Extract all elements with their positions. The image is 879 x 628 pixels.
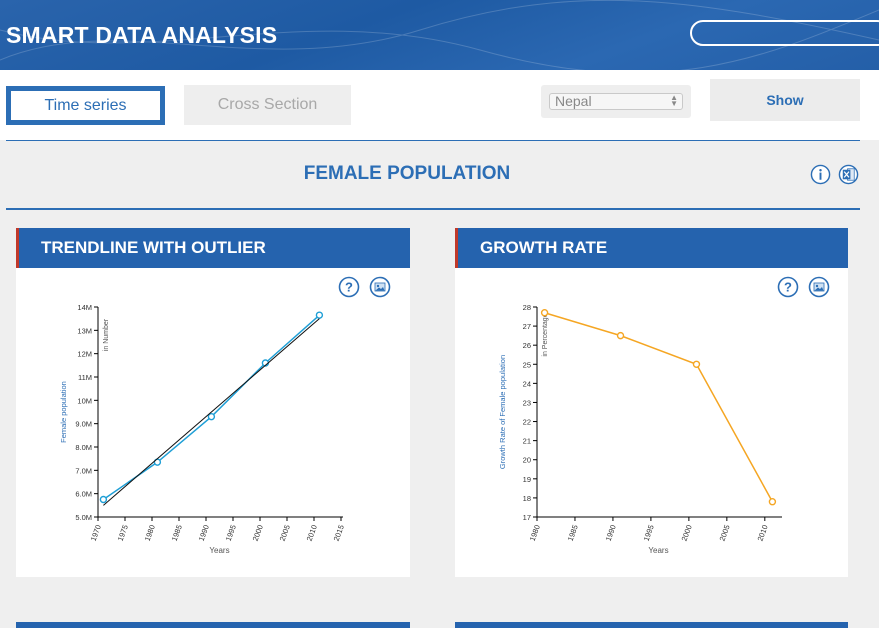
x-tick-label: 2000 [251,524,265,543]
divider [6,140,860,141]
y-tick-label: 10M [77,396,92,405]
y-tick-label: 28 [523,303,531,312]
x-tick-label: 1990 [197,524,211,543]
select-arrows-icon: ▲ ▼ [670,93,678,108]
image-download-icon[interactable] [808,276,830,298]
data-point [616,331,625,340]
help-question-icon[interactable]: ? [338,276,360,298]
data-point [768,498,777,506]
x-tick-label: 2005 [278,524,292,543]
y-axis-unit: in Percentage [542,313,549,356]
info-circle-icon[interactable] [810,164,831,185]
y-axis-title: Growth Rate of Female population [498,355,507,469]
data-point [540,309,549,317]
section-title: FEMALE POPULATION [303,163,511,184]
x-tick-label: 1995 [224,524,238,543]
show-button[interactable]: Show [710,79,860,121]
x-tick-label: 1970 [89,524,103,543]
x-tick-label: 2015 [332,524,346,543]
country-select-label: Nepal [555,93,592,109]
y-tick-label: 25 [523,360,531,369]
y-tick-label: 7.0M [75,466,92,475]
x-axis-title: Years [648,546,668,555]
data-point [207,412,216,421]
x-tick-label: 1995 [642,524,656,543]
x-tick-label: 1975 [116,524,130,543]
y-tick-label: 23 [523,398,531,407]
data-point [692,360,701,368]
panel-title: GROWTH RATE [455,228,848,268]
panel-header-partial [16,622,410,628]
y-tick-label: 20 [523,456,531,465]
series-line [544,312,774,503]
tab-cross-section[interactable]: Cross Section [184,85,351,125]
y-tick-label: 8.0M [75,443,92,452]
x-tick-label: 2010 [756,524,770,543]
search-input[interactable] [690,20,879,46]
y-axis-title: Female population [59,381,68,443]
x-tick-label: 2005 [718,524,732,543]
y-tick-label: 18 [523,494,531,503]
svg-text:?: ? [345,280,353,295]
y-tick-label: 13M [77,326,92,335]
country-select[interactable]: Nepal ▲ ▼ [541,85,691,118]
y-tick-label: 27 [523,322,531,331]
country-select-value[interactable]: Nepal ▲ ▼ [549,93,683,110]
y-tick-label: 5.0M [75,513,92,522]
y-tick-label: 24 [523,379,531,388]
divider [6,208,860,210]
y-tick-label: 11M [78,373,92,382]
growth-rate-chart: 17 18 19 20 21 22 23 24 25 26 27 28 1980 1985 1990 1995… [498,303,782,555]
data-point [99,495,108,504]
x-tick-label: 1980 [143,524,157,543]
toolbar: Time series Cross Section Nepal ▲ ▼ Show [0,70,879,140]
y-tick-label: 22 [523,418,531,427]
y-axis-unit: in Number [103,318,110,351]
x-tick-label: 2000 [680,524,694,543]
app-header: SMART DATA ANALYSIS [0,0,879,70]
data-point [315,311,324,319]
trendline-chart: 5.0M 6.0M 7.0M 8.0M 9.0M 10M 11M 12M 13M 14M 1970 1… [59,303,346,555]
series-line [102,314,320,501]
panel-header-partial [455,622,848,628]
app-title: SMART DATA ANALYSIS [6,22,278,48]
x-tick-label: 1985 [566,524,580,543]
panel-title: TRENDLINE WITH OUTLIER [16,228,410,268]
image-download-icon[interactable] [369,276,391,298]
series-line [103,318,320,506]
x-axis-title: Years [209,546,229,555]
x-tick-label: 2010 [305,524,319,543]
header-texture [0,0,879,70]
y-tick-label: 21 [523,437,531,446]
svg-text:?: ? [784,280,792,295]
tab-time-series[interactable]: Time series [6,86,165,125]
y-tick-label: 9.0M [75,420,92,429]
y-tick-label: 17 [523,513,531,522]
y-tick-label: 12M [77,350,92,359]
y-tick-label: 14M [77,303,92,312]
y-tick-label: 6.0M [75,490,92,499]
growth-rate-panel: GROWTH RATE ? 17 18 19 20 21 22 23 24 25 26 27 28 19… [455,228,848,577]
trendline-panel: TRENDLINE WITH OUTLIER ? 5.0M 6.0M 7.0M 8.0… [16,228,410,577]
excel-export-icon[interactable] [838,164,859,185]
x-tick-label: 1980 [528,524,542,543]
x-tick-label: 1985 [170,524,184,543]
help-question-icon[interactable]: ? [777,276,799,298]
x-tick-label: 1990 [604,524,618,543]
y-tick-label: 26 [523,341,531,350]
y-tick-label: 19 [523,475,531,484]
